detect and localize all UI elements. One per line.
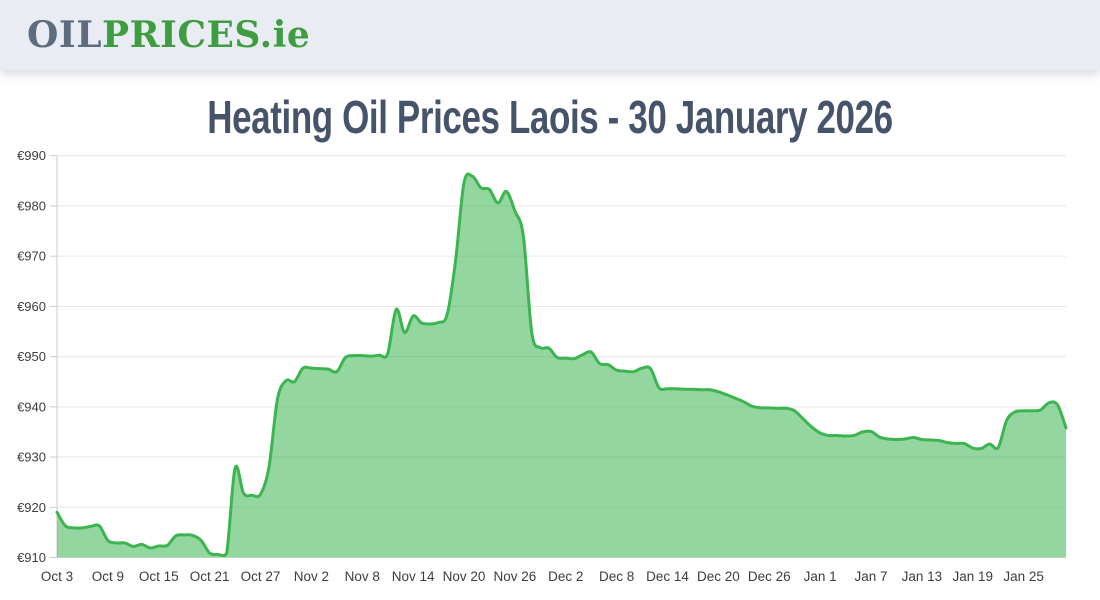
x-axis-label: Nov 8 — [345, 569, 380, 584]
x-axis-label: Dec 20 — [697, 569, 740, 584]
x-axis-label: Oct 27 — [241, 569, 281, 584]
site-logo[interactable]: OILPRICES.ie — [27, 17, 310, 53]
y-axis-label: €980 — [17, 198, 46, 213]
logo-domain-text: .ie — [259, 14, 311, 56]
y-axis-label: €960 — [17, 299, 46, 314]
x-axis-label: Dec 8 — [599, 569, 634, 584]
x-axis-label: Nov 2 — [294, 569, 329, 584]
x-axis-label: Oct 21 — [190, 569, 230, 584]
price-area — [57, 173, 1066, 558]
x-axis-label: Dec 2 — [548, 569, 583, 584]
y-axis-label: €920 — [17, 500, 46, 515]
x-axis-label: Jan 25 — [1003, 569, 1044, 584]
y-axis-label: €950 — [17, 349, 46, 364]
x-axis-label: Nov 14 — [392, 569, 435, 584]
x-axis-label: Jan 19 — [952, 569, 993, 584]
y-axis-label: €930 — [17, 450, 46, 465]
price-area-chart-svg: €910 €920 €930 €940 €950 €960 €970 €980 €990 Oct … — [17, 148, 1068, 584]
y-axis-label: €940 — [17, 399, 46, 414]
site-header: OILPRICES.ie — [0, 0, 1100, 70]
x-axis-label: Oct 3 — [41, 569, 73, 584]
price-line — [55, 172, 1068, 558]
x-axis-label: Nov 20 — [443, 569, 486, 584]
x-axis-label: Dec 14 — [646, 569, 689, 584]
x-axis-label: Jan 1 — [804, 569, 837, 584]
page-title: Heating Oil Prices Laois - 30 January 20… — [207, 91, 893, 143]
y-axis-label: €970 — [17, 249, 46, 264]
x-axis-label: Nov 26 — [493, 569, 536, 584]
x-axis-label: Oct 9 — [92, 569, 124, 584]
y-axis-label: €910 — [17, 550, 46, 565]
x-axis-label: Dec 26 — [748, 569, 791, 584]
x-axis-label: Jan 13 — [902, 569, 943, 584]
price-chart: €910 €920 €930 €940 €950 €960 €970 €980 €990 Oct … — [0, 130, 1100, 600]
logo-prices-text: PRICES — [102, 14, 260, 56]
logo-oil-text: OIL — [27, 14, 103, 56]
y-axis-label: €990 — [17, 148, 46, 163]
x-axis-label: Jan 7 — [854, 569, 887, 584]
x-axis-label: Oct 15 — [139, 569, 179, 584]
